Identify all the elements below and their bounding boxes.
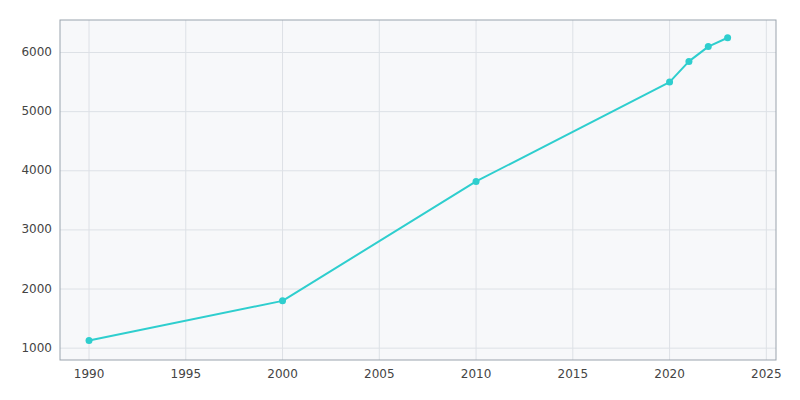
point — [685, 58, 692, 65]
y-grid-line — [60, 348, 776, 349]
point — [279, 297, 286, 304]
x-tick-label: 1995 — [171, 367, 202, 381]
y-grid-line — [60, 52, 776, 53]
point — [666, 79, 673, 86]
y-tick-label: 5000 — [21, 104, 52, 118]
x-tick-label: 2010 — [461, 367, 492, 381]
y-tick-label: 2000 — [21, 282, 52, 296]
chart-container: 1000 2000 3000 4000 5000 6000 1990 1995 2000 2005… — [0, 0, 800, 400]
grid — [60, 20, 776, 360]
x-grid-line — [89, 20, 90, 360]
x-grid-line — [379, 20, 380, 360]
x-grid-line — [282, 20, 283, 360]
chart-svg: 1000 2000 3000 4000 5000 6000 1990 1995 2000 2005… — [0, 0, 800, 400]
y-tick-label: 6000 — [21, 45, 52, 59]
x-tick-label: 2025 — [751, 367, 782, 381]
x-grid-line — [185, 20, 186, 360]
y-tick-label: 1000 — [21, 341, 52, 355]
y-tick-label: 3000 — [21, 222, 52, 236]
x-tick-label: 2005 — [364, 367, 395, 381]
y-grid-line — [60, 170, 776, 171]
y-grid-line — [60, 229, 776, 230]
x-grid-line — [669, 20, 670, 360]
plot-background — [60, 20, 776, 360]
x-grid-line — [572, 20, 573, 360]
x-tick-label: 1990 — [74, 367, 105, 381]
line — [89, 38, 728, 341]
point — [724, 34, 731, 41]
series — [86, 34, 732, 344]
y-grid-line — [60, 289, 776, 290]
y-grid-line — [60, 111, 776, 112]
x-grid-line — [766, 20, 767, 360]
point — [473, 178, 480, 185]
x-tick-label: 2000 — [267, 367, 298, 381]
plot-frame — [60, 20, 776, 360]
point — [705, 43, 712, 50]
x-tick-label: 2020 — [654, 367, 685, 381]
y-tick-label: 4000 — [21, 163, 52, 177]
x-grid-line — [476, 20, 477, 360]
point — [86, 337, 93, 344]
x-tick-label: 2015 — [558, 367, 589, 381]
